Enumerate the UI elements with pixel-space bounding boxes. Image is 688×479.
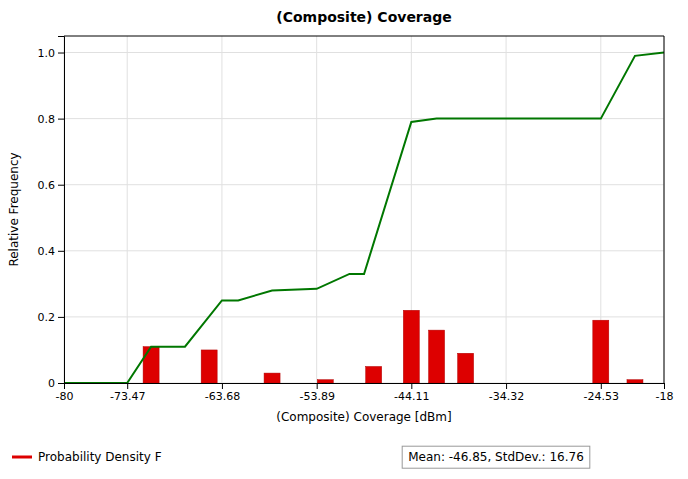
y-tick-label: 0 bbox=[48, 377, 55, 390]
x-tick: -44.11 bbox=[394, 383, 429, 403]
x-tick-label: -80 bbox=[56, 390, 74, 403]
y-tick: 0.2 bbox=[38, 311, 65, 324]
annotation-box bbox=[402, 446, 590, 468]
bar bbox=[627, 380, 643, 383]
grid-line-y bbox=[64, 250, 664, 251]
x-tick: -24.53 bbox=[584, 383, 619, 403]
x-tick-label: -18 bbox=[656, 390, 674, 403]
x-tick: -80 bbox=[56, 383, 74, 403]
grid-line-y bbox=[64, 316, 664, 317]
x-tick: -18 bbox=[656, 383, 674, 403]
y-tick: 0.8 bbox=[38, 113, 65, 126]
y-tick-label: 0.8 bbox=[38, 113, 56, 126]
line bbox=[64, 53, 664, 383]
legend-label: Probability Density F bbox=[38, 450, 162, 464]
x-tick-mark bbox=[664, 383, 665, 389]
legend-swatch bbox=[12, 456, 32, 459]
x-tick-label: -44.11 bbox=[394, 390, 429, 403]
y-tick: 0.6 bbox=[38, 179, 65, 192]
y-tick-mark bbox=[58, 317, 64, 318]
y-tick: 1.0 bbox=[38, 47, 65, 60]
bar bbox=[403, 310, 419, 383]
bar bbox=[341, 383, 357, 384]
y-tick-label: 0.6 bbox=[38, 179, 56, 192]
annotation: Mean: -46.85, StdDev.: 16.76 bbox=[402, 446, 590, 468]
x-axis: -80 -73.47 -63.68 -53.89 -44.11 -34.32 -24.53 -… bbox=[56, 383, 674, 403]
x-tick-mark bbox=[222, 383, 223, 389]
x-tick: -53.89 bbox=[299, 383, 334, 403]
x-tick-mark bbox=[411, 383, 412, 389]
grid-line-y bbox=[64, 52, 664, 53]
grid-line-x bbox=[506, 36, 507, 383]
x-tick-label: -24.53 bbox=[584, 390, 619, 403]
legend-item: Probability Density F bbox=[12, 450, 162, 464]
bar bbox=[385, 383, 401, 384]
y-tick-label: 1.0 bbox=[38, 47, 56, 60]
bar bbox=[366, 366, 382, 383]
chart: -80 -73.47 -63.68 -53.89 -44.11 -34.32 -24.53 -… bbox=[0, 0, 688, 479]
bar bbox=[593, 320, 609, 383]
bar bbox=[482, 383, 498, 384]
grid bbox=[64, 36, 664, 383]
x-tick-mark bbox=[601, 383, 602, 389]
bar bbox=[143, 347, 159, 383]
bar-series bbox=[143, 310, 643, 383]
x-axis-title: (Composite) Coverage [dBm] bbox=[276, 410, 451, 424]
bar bbox=[288, 383, 304, 384]
grid-line-x bbox=[221, 36, 222, 383]
bar bbox=[429, 330, 445, 383]
bar bbox=[177, 383, 193, 384]
y-axis-line bbox=[58, 37, 65, 384]
grid-line-y bbox=[64, 184, 664, 185]
frame-top bbox=[64, 36, 664, 37]
y-tick-label: 0.2 bbox=[38, 311, 56, 324]
x-tick: -63.68 bbox=[205, 383, 240, 403]
x-tick: -34.32 bbox=[489, 383, 524, 403]
x-tick-label: -63.68 bbox=[205, 390, 240, 403]
bar bbox=[646, 383, 662, 384]
y-tick-mark bbox=[58, 119, 64, 120]
bar bbox=[264, 373, 280, 383]
annotation-text: Mean: -46.85, StdDev.: 16.76 bbox=[408, 450, 584, 464]
x-tick-mark bbox=[317, 383, 318, 389]
y-tick: 0 bbox=[48, 377, 64, 390]
bar bbox=[317, 380, 333, 383]
x-tick-mark bbox=[127, 383, 128, 389]
grid-line-x bbox=[127, 36, 128, 383]
grid-line-x bbox=[664, 36, 665, 383]
legend: Probability Density F bbox=[12, 450, 162, 464]
y-tick-mark bbox=[58, 251, 64, 252]
bar bbox=[230, 383, 246, 384]
x-tick: -73.47 bbox=[110, 383, 145, 403]
y-tick-mark bbox=[58, 383, 64, 384]
x-tick-label: -73.47 bbox=[110, 390, 145, 403]
bar bbox=[201, 350, 217, 383]
x-tick-label: -53.89 bbox=[299, 390, 334, 403]
y-axis-title: Relative Frequency bbox=[7, 152, 21, 266]
bar bbox=[458, 353, 474, 383]
y-tick: 0.4 bbox=[38, 245, 65, 258]
x-axis-line bbox=[65, 384, 665, 390]
grid-line-x bbox=[316, 36, 317, 383]
y-tick-label: 0.4 bbox=[38, 245, 56, 258]
plot: -80 -73.47 -63.68 -53.89 -44.11 -34.32 -24.53 -… bbox=[38, 36, 674, 403]
marks bbox=[64, 53, 664, 383]
title: (Composite) Coverage bbox=[276, 9, 452, 25]
x-tick-mark bbox=[506, 383, 507, 389]
y-axis: 0 0.2 0.4 0.6 0.8 1.0 bbox=[38, 37, 65, 391]
frame-right bbox=[664, 36, 665, 383]
x-tick-label: -34.32 bbox=[489, 390, 524, 403]
y-tick-mark bbox=[58, 53, 64, 54]
y-tick-mark bbox=[58, 185, 64, 186]
